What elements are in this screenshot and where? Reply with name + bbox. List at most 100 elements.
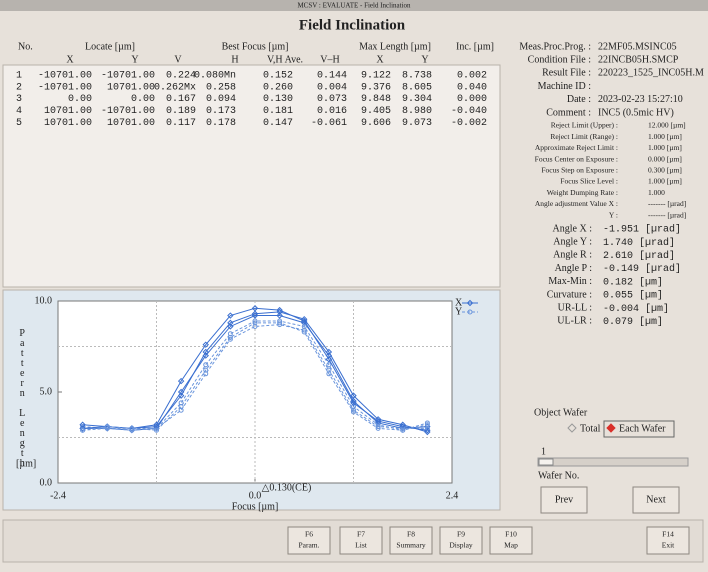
radio-frame bbox=[603, 420, 675, 438]
table-cell: 10701.00 bbox=[44, 106, 92, 117]
info-value: 22INCB05H.SMCP bbox=[598, 54, 679, 65]
function-key[interactable] bbox=[389, 526, 433, 555]
radio-selected[interactable]: Each Wafer bbox=[619, 423, 666, 434]
column-group-header: Max Length [µm] bbox=[359, 41, 431, 52]
table-cell: 10701.00 bbox=[107, 118, 155, 129]
table-cell: 9.405 bbox=[361, 106, 391, 117]
point bbox=[202, 341, 209, 348]
point bbox=[374, 416, 382, 423]
column-header: V bbox=[174, 54, 182, 65]
point bbox=[227, 312, 234, 319]
table-cell: 5 bbox=[16, 118, 22, 129]
point bbox=[326, 362, 332, 368]
table-cell: 0.002 bbox=[457, 71, 487, 82]
column-group-header: Locate [µm] bbox=[85, 41, 135, 52]
next-button[interactable] bbox=[632, 486, 680, 514]
point bbox=[326, 371, 332, 377]
point bbox=[350, 399, 357, 407]
y-tick-label: 10.0 bbox=[35, 295, 53, 306]
table-cell: 0.189 bbox=[166, 106, 196, 117]
table-cell: -10701.00 bbox=[38, 82, 92, 93]
point bbox=[203, 367, 209, 373]
setting-value: 0.300 [µm] bbox=[648, 166, 682, 175]
column-header: Y bbox=[131, 54, 138, 65]
point bbox=[276, 312, 283, 319]
info-label: Result File : bbox=[542, 68, 591, 79]
series-line bbox=[82, 322, 428, 431]
result-value: 1.740 [µrad] bbox=[603, 237, 675, 249]
table-cell: 0.016 bbox=[317, 106, 347, 117]
wafer-slider[interactable] bbox=[537, 457, 689, 467]
result-value: 0.055 [µm] bbox=[603, 290, 663, 302]
point bbox=[325, 348, 333, 356]
table-cell: -0.061 bbox=[311, 118, 347, 129]
table-cell: 9.376 bbox=[361, 82, 391, 93]
point bbox=[424, 420, 430, 426]
point bbox=[104, 424, 110, 430]
result-value: 0.079 [µm] bbox=[603, 316, 663, 328]
result-label: Angle R : bbox=[553, 250, 592, 261]
table-cell: 9.848 bbox=[361, 94, 391, 105]
function-key[interactable] bbox=[439, 526, 483, 555]
x-axis-label: Focus [µm] bbox=[232, 501, 279, 512]
wafer-title: Object Wafer bbox=[534, 407, 588, 418]
column-header: X bbox=[66, 54, 74, 65]
point bbox=[375, 425, 381, 431]
setting-value: 1.000 [µm] bbox=[648, 143, 682, 152]
column-group-header: Inc. [µm] bbox=[456, 41, 494, 52]
result-label: UL-LR : bbox=[557, 316, 592, 327]
table-cell: -10701.00 bbox=[38, 71, 92, 82]
point bbox=[227, 334, 233, 340]
point bbox=[202, 348, 209, 356]
function-key-code: F9 bbox=[457, 530, 465, 539]
setting-label: Reject Limit (Range) : bbox=[550, 132, 618, 141]
column-header: X bbox=[376, 54, 384, 65]
setting-label: Y : bbox=[609, 210, 618, 219]
column-group-header: No. bbox=[18, 41, 33, 52]
info-label: Comment : bbox=[546, 107, 591, 118]
setting-value: ------- [µrad] bbox=[648, 210, 686, 219]
result-value: -0.149 [µrad] bbox=[603, 263, 681, 275]
point bbox=[276, 306, 283, 314]
table-cell: 4 bbox=[16, 106, 22, 117]
result-label: UR-LL : bbox=[558, 302, 592, 313]
table-cell: 0.080Mn bbox=[194, 71, 236, 82]
table-cell: -10701.00 bbox=[101, 71, 155, 82]
table-cell: 0.152 bbox=[263, 71, 293, 82]
point bbox=[178, 404, 184, 410]
series-line bbox=[82, 311, 428, 433]
x-tick-label: 0.0 bbox=[249, 490, 262, 501]
function-key[interactable] bbox=[489, 526, 533, 555]
point bbox=[80, 427, 86, 433]
y-axis-unit: [µm] bbox=[16, 458, 36, 469]
table-cell: 0.040 bbox=[457, 82, 487, 93]
prev-button[interactable] bbox=[540, 486, 588, 514]
prev-label: Prev bbox=[555, 494, 573, 505]
annotation: △0.130(CE) bbox=[262, 482, 312, 493]
table-cell: 0.144 bbox=[317, 71, 347, 82]
table-cell: 0.173 bbox=[206, 106, 236, 117]
column-header: V–H bbox=[320, 54, 339, 65]
function-key-label: List bbox=[355, 541, 368, 550]
result-value: 2.610 [µrad] bbox=[603, 250, 675, 262]
radio-indicator bbox=[606, 423, 616, 433]
x-tick-label: 2.4 bbox=[446, 490, 459, 501]
function-key[interactable] bbox=[287, 526, 331, 555]
function-key[interactable] bbox=[339, 526, 383, 555]
function-key-label: Exit bbox=[662, 541, 675, 550]
setting-value: ------- [µrad] bbox=[648, 199, 686, 208]
table-cell: 9.606 bbox=[361, 118, 391, 129]
point bbox=[277, 320, 283, 326]
setting-value: 0.000 [µm] bbox=[648, 154, 682, 163]
table-cell: 10701.00 bbox=[44, 118, 92, 129]
radio-option[interactable]: Total bbox=[580, 423, 601, 434]
table-cell: 0.147 bbox=[263, 118, 293, 129]
slider-thumb[interactable] bbox=[538, 458, 554, 466]
point bbox=[154, 427, 159, 433]
table-cell: 0.181 bbox=[263, 106, 293, 117]
table-cell: 0.00 bbox=[68, 94, 92, 105]
info-label: Date : bbox=[567, 94, 591, 105]
function-key[interactable] bbox=[646, 526, 690, 555]
title-bar bbox=[0, 0, 708, 11]
